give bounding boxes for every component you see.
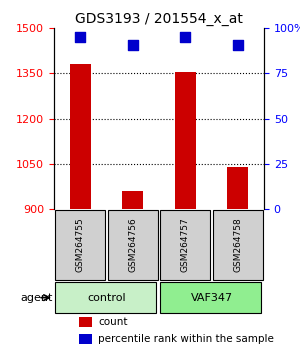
Text: control: control <box>87 293 126 303</box>
Text: GSM264757: GSM264757 <box>181 218 190 273</box>
Text: GSM264755: GSM264755 <box>76 218 85 273</box>
FancyBboxPatch shape <box>212 210 263 280</box>
FancyBboxPatch shape <box>160 210 210 280</box>
Point <box>78 35 83 40</box>
Point <box>235 42 240 47</box>
Bar <box>79 317 92 327</box>
FancyBboxPatch shape <box>160 282 261 313</box>
Text: percentile rank within the sample: percentile rank within the sample <box>98 334 274 344</box>
Bar <box>79 334 92 344</box>
FancyBboxPatch shape <box>108 210 158 280</box>
FancyBboxPatch shape <box>55 210 106 280</box>
Text: count: count <box>98 317 128 327</box>
Bar <box>227 167 248 209</box>
Point <box>130 42 135 47</box>
Bar <box>70 64 91 209</box>
Text: GSM264756: GSM264756 <box>128 218 137 273</box>
Text: VAF347: VAF347 <box>190 293 232 303</box>
Bar <box>175 72 196 209</box>
Title: GDS3193 / 201554_x_at: GDS3193 / 201554_x_at <box>75 12 243 26</box>
Text: GSM264758: GSM264758 <box>233 218 242 273</box>
Text: agent: agent <box>21 293 53 303</box>
FancyBboxPatch shape <box>55 282 156 313</box>
Point <box>183 35 188 40</box>
Bar <box>122 191 143 209</box>
